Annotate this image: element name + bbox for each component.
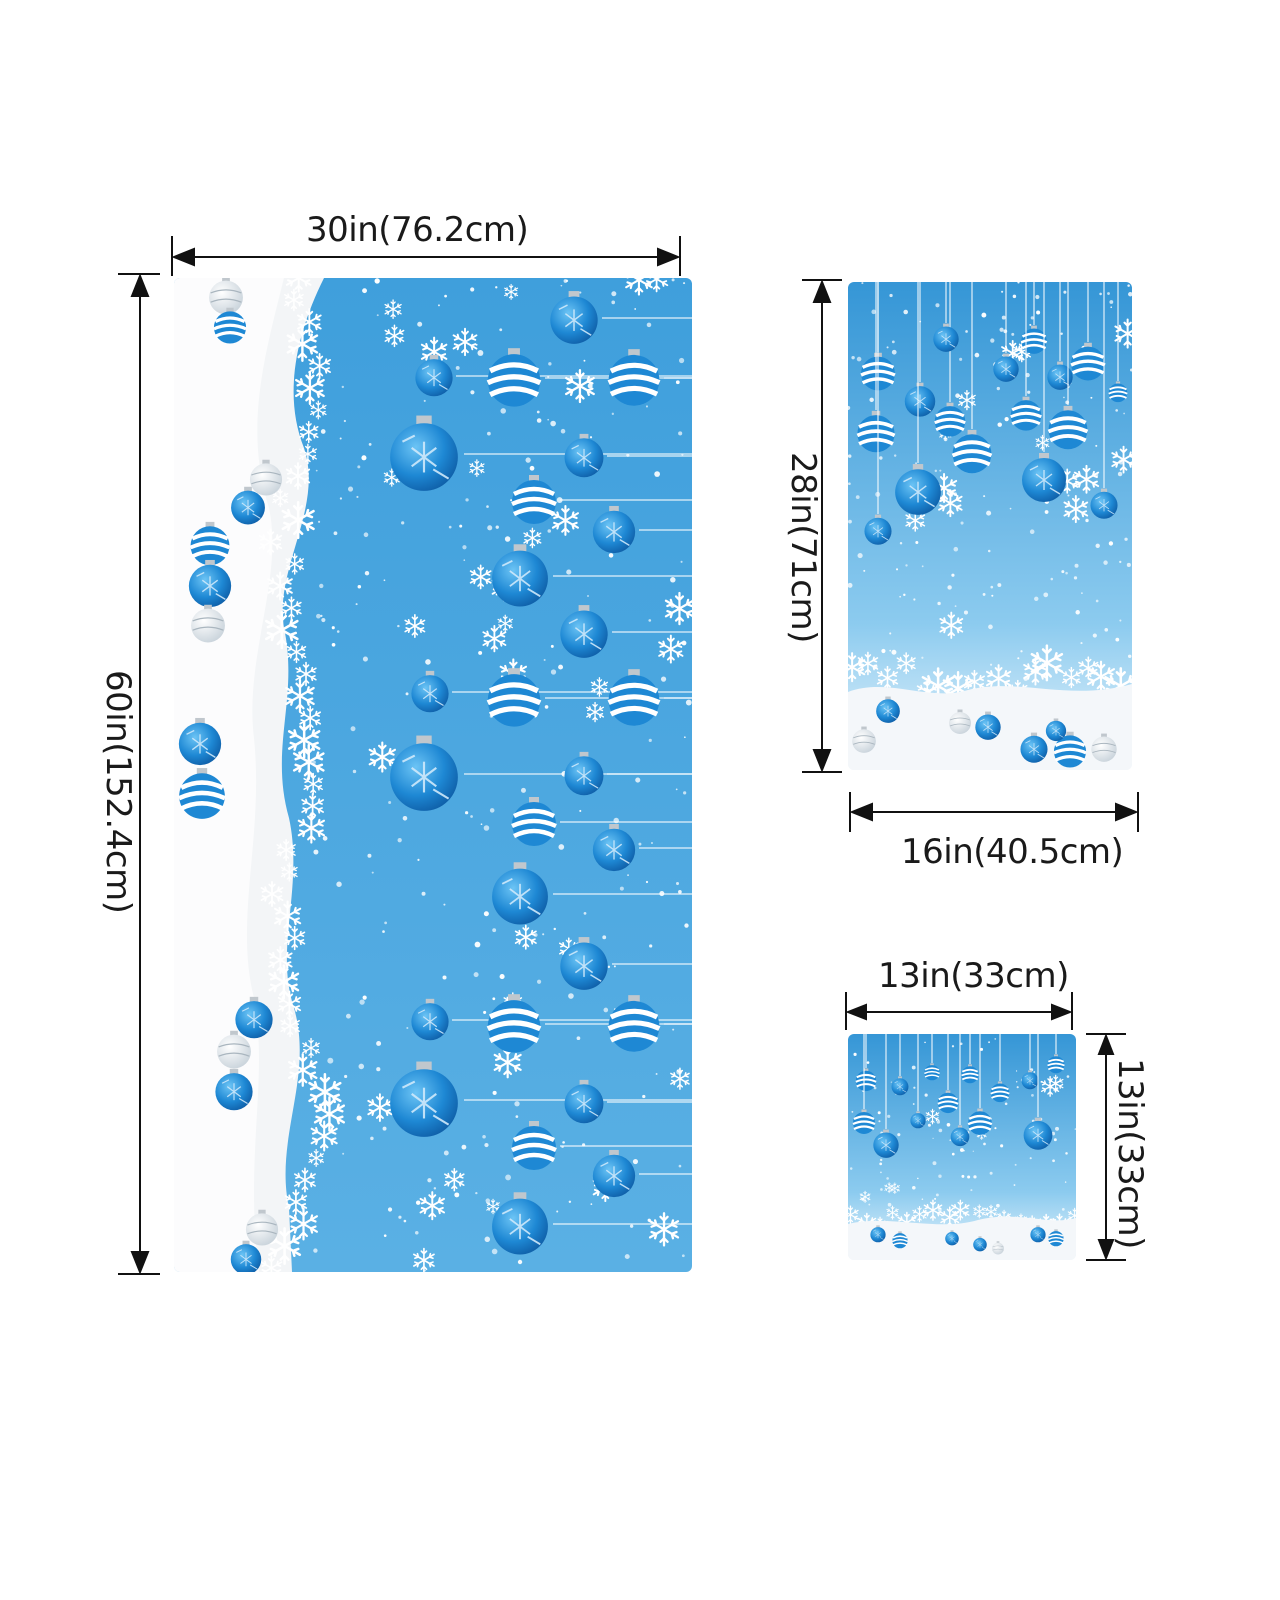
hand-towel-width-label: 16in(40.5cm) [901, 832, 1124, 872]
hand-towel-image [848, 282, 1132, 770]
arrow-icon [1097, 1033, 1115, 1055]
washcloth-image [848, 1034, 1076, 1260]
arrow-icon [1115, 802, 1139, 822]
arrow-icon [1097, 1239, 1115, 1261]
arrow-icon [849, 802, 873, 822]
arrow-icon [845, 1003, 867, 1021]
arrow-icon [171, 247, 195, 267]
washcloth-width-label: 13in(33cm) [878, 956, 1069, 996]
arrow-icon [1051, 1003, 1073, 1021]
arrow-icon [130, 1251, 150, 1275]
bath-towel-width-label: 30in(76.2cm) [306, 210, 529, 250]
washcloth-height-label: 13in(33cm) [1110, 1058, 1150, 1249]
arrow-icon [812, 279, 832, 303]
arrow-icon [812, 749, 832, 773]
arrow-icon [130, 273, 150, 297]
arrow-icon [657, 247, 681, 267]
bath-towel-image [174, 278, 692, 1272]
